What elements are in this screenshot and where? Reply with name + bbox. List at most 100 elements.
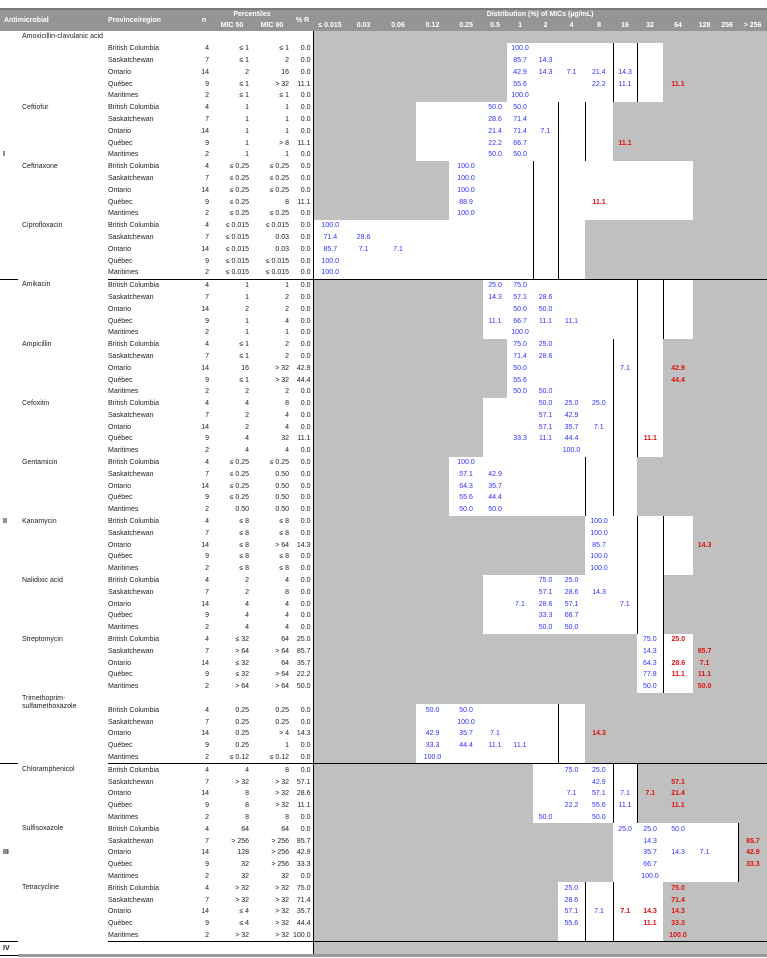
mic50-value: 128 <box>237 849 250 857</box>
distribution-cell <box>416 303 450 316</box>
distribution-cell <box>663 739 694 752</box>
distribution-cell <box>738 113 767 126</box>
province-region: Québec <box>108 198 133 206</box>
sample-count: 7 <box>205 233 210 241</box>
distribution-cell <box>613 101 638 114</box>
header-mic90: MIC 90 <box>252 20 293 31</box>
distribution-cell <box>416 42 450 55</box>
distribution-cell <box>613 716 638 729</box>
distribution-cell <box>416 598 450 611</box>
distribution-cell <box>347 751 381 765</box>
distribution-cell <box>533 680 559 693</box>
header-subrow: MIC 50 MIC 90 ≤ 0.015 0.03 0.06 0.12 0.25 0.5… <box>0 20 767 31</box>
table-row: Ontario 14 ≤ 8 > 64 14.3 85.7 14.3 <box>0 539 767 552</box>
percent-resistant: 33.3 <box>296 861 311 869</box>
distribution-cell <box>613 255 638 267</box>
mic90-value: > 32 <box>275 896 290 904</box>
distribution-cell <box>449 279 484 292</box>
distribution-percentage: 100.0 <box>457 210 475 218</box>
distribution-cell <box>347 78 381 90</box>
empty-cell <box>252 31 292 43</box>
distribution-cell <box>507 586 533 598</box>
distribution-cell <box>312 799 348 812</box>
distribution-cell <box>637 374 663 386</box>
distribution-cell <box>738 669 767 681</box>
distribution-cell <box>716 397 739 410</box>
percent-resistant: 0.0 <box>300 388 311 396</box>
distribution-cell <box>637 148 664 161</box>
distribution-cell <box>312 456 348 469</box>
distribution-percentage: 50.0 <box>671 825 685 833</box>
distribution-percentage: 75.0 <box>538 577 553 585</box>
distribution-cell <box>585 823 614 836</box>
percent-resistant: 85.7 <box>296 837 311 845</box>
distribution-cell <box>449 149 483 161</box>
distribution-cell <box>738 125 767 138</box>
percent-resistant: 0.0 <box>300 210 311 218</box>
distribution-cell <box>312 338 348 351</box>
distribution-cell <box>585 243 614 256</box>
distribution-cell <box>533 160 559 173</box>
distribution-cell <box>585 184 613 196</box>
distribution-cell <box>738 42 767 55</box>
table-row: Saskatchewan 7 0.25 0.25 0.0 100.0 <box>0 716 767 729</box>
distribution-cell <box>693 823 716 835</box>
header-mic-column: 32 <box>637 20 664 31</box>
distribution-cell <box>585 137 613 149</box>
province-region: British Columbia <box>108 400 159 408</box>
distribution-cell <box>416 811 450 824</box>
distribution-cell <box>663 811 694 824</box>
distribution-cell <box>533 882 559 895</box>
distribution-cell <box>613 315 638 327</box>
distribution-cell <box>663 421 694 434</box>
distribution-cell <box>693 374 717 386</box>
sample-count: 14 <box>201 790 210 798</box>
distribution-cell <box>716 362 739 375</box>
distribution-cell <box>738 598 767 611</box>
table-row: Ontario 14 ≤ 0.015 0.03 0.0 85.7 7.1 7.1 <box>0 243 767 256</box>
percent-resistant: 0.0 <box>300 317 311 325</box>
empty-cell <box>196 941 213 958</box>
distribution-cell <box>585 125 613 137</box>
header-mic-column: 0.06 <box>380 20 417 31</box>
distribution-cell <box>693 917 717 930</box>
sample-count: 14 <box>201 908 210 916</box>
distribution-cell <box>380 456 417 469</box>
distribution-cell <box>483 716 507 728</box>
distribution-cell <box>558 266 586 280</box>
distribution-cell <box>585 858 614 871</box>
distribution-cell <box>558 113 586 126</box>
distribution-cell <box>507 231 534 244</box>
sample-count: 2 <box>205 506 210 514</box>
distribution-cell <box>449 527 484 540</box>
distribution-cell <box>347 279 381 292</box>
province-region: Ontario <box>108 245 131 253</box>
distribution-cell <box>533 196 559 208</box>
distribution-cell <box>449 680 484 693</box>
distribution-cell <box>637 598 664 611</box>
sample-count: 2 <box>196 266 213 280</box>
distribution-cell <box>738 586 767 599</box>
distribution-cell <box>558 125 586 138</box>
percent-resistant: 0.0 <box>300 293 311 301</box>
header-mic-column: 2 <box>533 20 559 31</box>
distribution-cell <box>449 385 484 398</box>
distribution-cell <box>613 148 638 161</box>
distribution-cell <box>312 716 348 729</box>
sample-count: 14 <box>201 482 210 490</box>
distribution-cell <box>716 255 739 267</box>
mic90-value: 8 <box>285 766 290 774</box>
mic90-value: 0.50 <box>275 494 290 502</box>
resistant-percentage: 7.1 <box>620 908 631 916</box>
distribution-cell <box>347 468 381 481</box>
distribution-cell <box>347 704 381 717</box>
distribution-cell <box>693 66 717 79</box>
distribution-cell <box>416 444 450 457</box>
distribution-cell <box>558 692 586 705</box>
table-row: Saskatchewan 7 ≤ 1 2 0.0 71.4 28.6 <box>0 350 767 363</box>
distribution-percentage: 57.1 <box>538 588 553 596</box>
header-province: Province/region <box>108 8 197 31</box>
sample-count: 9 <box>205 494 210 502</box>
sample-count: 7 <box>205 778 210 786</box>
distribution-cell <box>347 562 381 575</box>
